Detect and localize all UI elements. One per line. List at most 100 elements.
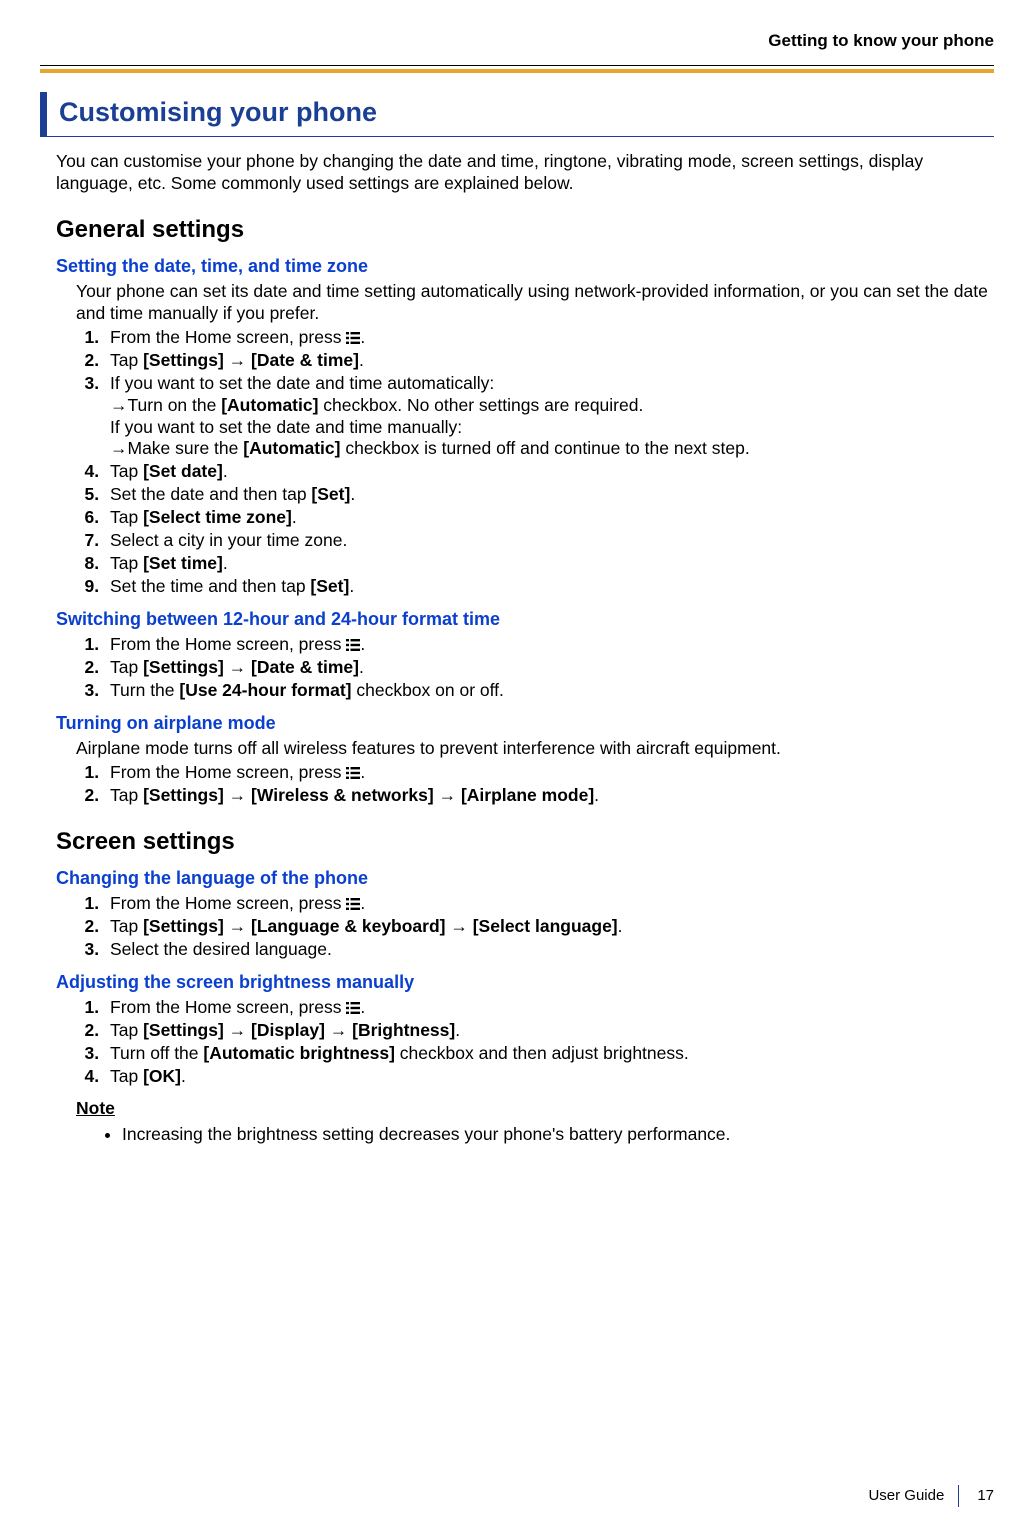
step-text: .	[455, 1020, 460, 1040]
ui-label: [Display]	[251, 1020, 325, 1040]
ui-label: [Automatic]	[243, 438, 340, 458]
step-text: .	[359, 657, 364, 677]
step-text: checkbox and then adjust brightness.	[395, 1043, 689, 1063]
ui-label: [Select time zone]	[143, 507, 292, 527]
step-text: .	[292, 507, 297, 527]
language-steps: From the Home screen, press . Tap [Setti…	[76, 893, 994, 961]
step-text: →	[224, 350, 251, 370]
step-text: .	[618, 916, 623, 936]
step-text: From the Home screen, press	[110, 634, 346, 654]
step-text: Tap	[110, 1020, 143, 1040]
running-header: Getting to know your phone	[40, 30, 994, 51]
step: Select the desired language.	[104, 939, 994, 961]
note-heading: Note	[76, 1098, 994, 1120]
ui-label: [Set]	[310, 576, 349, 596]
note-item: Increasing the brightness setting decrea…	[122, 1124, 994, 1146]
step: Tap [OK].	[104, 1066, 994, 1088]
step-text: .	[360, 327, 365, 347]
step-text: →	[325, 1020, 352, 1040]
step-text: Tap	[110, 1066, 143, 1086]
step-text: .	[223, 461, 228, 481]
step-text: Tap	[110, 507, 143, 527]
step: From the Home screen, press .	[104, 762, 994, 784]
ui-label: [Select language]	[473, 916, 618, 936]
ui-label: [Date & time]	[251, 350, 359, 370]
ui-label: [Brightness]	[352, 1020, 455, 1040]
ui-label: [Automatic brightness]	[203, 1043, 395, 1063]
ui-label: [Settings]	[143, 1020, 224, 1040]
menu-icon	[346, 639, 360, 651]
step-text: →Turn on the	[110, 395, 221, 415]
h1-title: Customising your phone	[59, 92, 377, 136]
step: Set the date and then tap [Set].	[104, 484, 994, 506]
ui-label: [Set time]	[143, 553, 223, 573]
step-text: →	[434, 785, 461, 805]
h3-hour-format: Switching between 12-hour and 24-hour fo…	[56, 608, 994, 631]
step: Tap [Set date].	[104, 461, 994, 483]
step-text: checkbox. No other settings are required…	[318, 395, 643, 415]
step: Tap [Settings] → [Language & keyboard] →…	[104, 916, 994, 938]
step: From the Home screen, press .	[104, 634, 994, 656]
step-text: →Make sure the	[110, 438, 243, 458]
heading-accent-bar	[40, 92, 47, 136]
step: Tap [Set time].	[104, 553, 994, 575]
ui-label: [Settings]	[143, 657, 224, 677]
brightness-steps: From the Home screen, press . Tap [Setti…	[76, 997, 994, 1088]
airplane-steps: From the Home screen, press . Tap [Setti…	[76, 762, 994, 807]
step: Turn off the [Automatic brightness] chec…	[104, 1043, 994, 1065]
step-text: →	[224, 785, 251, 805]
step-text: .	[360, 997, 365, 1017]
step-text: .	[181, 1066, 186, 1086]
step: Set the time and then tap [Set].	[104, 576, 994, 598]
h3-language: Changing the language of the phone	[56, 867, 994, 890]
ui-label: [Settings]	[143, 916, 224, 936]
step-text: From the Home screen, press	[110, 762, 346, 782]
note-list: Increasing the brightness setting decrea…	[102, 1124, 994, 1146]
page: Getting to know your phone Customising y…	[0, 0, 1034, 1535]
h3-airplane: Turning on airplane mode	[56, 712, 994, 735]
step-text: .	[349, 576, 354, 596]
step: Turn the [Use 24-hour format] checkbox o…	[104, 680, 994, 702]
step-text: Turn the	[110, 680, 179, 700]
step: Tap [Settings] → [Wireless & networks] →…	[104, 785, 994, 807]
step-text: .	[359, 350, 364, 370]
airplane-intro: Airplane mode turns off all wireless fea…	[76, 738, 994, 760]
ui-label: [Use 24-hour format]	[179, 680, 351, 700]
step-text: →	[224, 916, 251, 936]
ui-label: [Set]	[311, 484, 350, 504]
step: Tap [Select time zone].	[104, 507, 994, 529]
h3-datetime: Setting the date, time, and time zone	[56, 255, 994, 278]
datetime-steps: From the Home screen, press . Tap [Setti…	[76, 327, 994, 598]
h2-screen-settings: Screen settings	[56, 827, 994, 857]
divider	[40, 65, 994, 68]
step-text: Tap	[110, 553, 143, 573]
step-text: →	[446, 916, 473, 936]
step: From the Home screen, press .	[104, 997, 994, 1019]
ui-label: [Set date]	[143, 461, 223, 481]
step-text: Tap	[110, 916, 143, 936]
h2-general-settings: General settings	[56, 215, 994, 245]
footer-separator	[958, 1485, 959, 1507]
step: Select a city in your time zone.	[104, 530, 994, 552]
step-text: From the Home screen, press	[110, 327, 346, 347]
ui-label: [Wireless & networks]	[251, 785, 434, 805]
step-text: .	[223, 553, 228, 573]
step: If you want to set the date and time aut…	[104, 373, 994, 461]
step-text: checkbox is turned off and continue to t…	[340, 438, 749, 458]
menu-icon	[346, 1002, 360, 1014]
ui-label: [Automatic]	[221, 395, 318, 415]
step-text: From the Home screen, press	[110, 893, 346, 913]
step-text: Tap	[110, 461, 143, 481]
step-text: .	[360, 893, 365, 913]
step-text: →	[224, 657, 251, 677]
menu-icon	[346, 767, 360, 779]
step-subline: If you want to set the date and time man…	[110, 417, 994, 439]
step-text: .	[360, 762, 365, 782]
datetime-intro: Your phone can set its date and time set…	[76, 281, 994, 325]
step: From the Home screen, press .	[104, 893, 994, 915]
format-steps: From the Home screen, press . Tap [Setti…	[76, 634, 994, 702]
step-text: From the Home screen, press	[110, 997, 346, 1017]
step-subline: →Make sure the [Automatic] checkbox is t…	[110, 438, 994, 460]
ui-label: [Settings]	[143, 785, 224, 805]
step-text: If you want to set the date and time aut…	[110, 373, 994, 395]
